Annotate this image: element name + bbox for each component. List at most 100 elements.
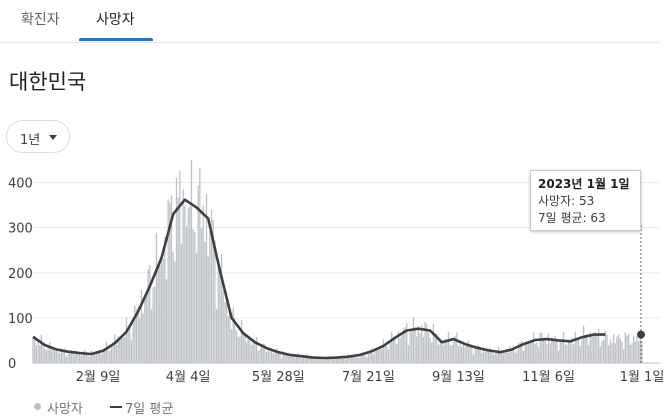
death-bar — [414, 327, 416, 363]
death-bar — [607, 345, 610, 363]
death-bar — [35, 345, 37, 363]
death-bar — [457, 346, 460, 363]
death-bar — [187, 208, 189, 363]
death-bar — [185, 226, 188, 363]
death-bar — [64, 348, 66, 363]
death-bar — [396, 343, 398, 363]
death-bar — [284, 352, 286, 363]
death-bar — [442, 345, 445, 363]
death-bar — [97, 351, 99, 363]
death-bar — [344, 357, 346, 363]
death-bar — [549, 343, 551, 363]
death-bar — [449, 344, 451, 363]
y-tick-label: 200 — [8, 267, 33, 282]
death-bar — [377, 349, 380, 363]
death-bar — [391, 332, 393, 363]
death-bar — [154, 286, 156, 363]
y-tick-label: 0 — [8, 357, 16, 372]
death-bar — [262, 343, 264, 363]
death-bar — [436, 333, 438, 363]
tab-deaths[interactable]: 사망자 — [96, 12, 135, 28]
death-bar — [219, 268, 221, 363]
death-bar — [174, 261, 176, 363]
death-bar — [250, 345, 253, 363]
death-bar — [539, 332, 541, 363]
death-bar — [514, 352, 516, 363]
death-bar — [612, 334, 615, 363]
death-bar — [224, 302, 226, 363]
death-bar — [367, 351, 370, 363]
death-bar — [512, 345, 515, 363]
death-bar — [194, 232, 196, 363]
legend-bar-marker — [34, 403, 41, 410]
death-bar — [519, 342, 521, 363]
death-bar — [107, 348, 109, 363]
death-bar — [409, 331, 411, 363]
death-bar — [342, 358, 344, 363]
death-bar — [84, 350, 86, 363]
death-bar — [320, 357, 323, 363]
death-bar — [40, 334, 42, 363]
death-bar — [604, 330, 606, 363]
death-bar — [487, 352, 490, 363]
death-bar — [205, 193, 208, 363]
death-bar — [521, 340, 523, 363]
death-bar — [115, 344, 118, 363]
death-bar — [622, 348, 625, 363]
death-bar — [265, 352, 268, 363]
death-bar — [557, 350, 560, 363]
death-bar — [140, 289, 143, 363]
death-bar — [209, 230, 211, 363]
death-bar — [90, 350, 93, 363]
death-bar — [614, 343, 616, 363]
death-bar — [469, 345, 471, 363]
death-bar — [467, 340, 470, 363]
death-bar — [180, 243, 183, 363]
death-bar — [477, 345, 480, 363]
death-bar — [529, 342, 531, 363]
death-bar — [576, 338, 578, 363]
death-bar — [501, 352, 503, 363]
death-bar — [130, 340, 133, 363]
death-bar — [547, 333, 550, 363]
death-bar — [260, 346, 263, 363]
death-bar — [235, 330, 238, 363]
tab-cases[interactable]: 확진자 — [21, 12, 60, 28]
death-bar — [114, 334, 116, 363]
death-bar — [215, 309, 218, 363]
death-bar — [234, 318, 236, 363]
x-tick-label: 5월 28일 — [252, 370, 305, 385]
death-bar — [582, 325, 585, 363]
death-bar — [522, 350, 525, 363]
period-dropdown[interactable]: 1년 — [6, 120, 70, 153]
death-bar — [484, 352, 486, 363]
death-bar — [446, 340, 448, 363]
death-bar — [54, 351, 56, 363]
death-bar — [167, 199, 169, 363]
death-bar — [524, 342, 526, 363]
death-bar — [254, 340, 256, 363]
deaths-chart[interactable]: 0 100 200 300 400 2월 9일 4월 4일 5월 28일 7월 21일 9월 13… — [0, 160, 671, 390]
death-bar — [531, 340, 533, 363]
death-bar — [182, 188, 184, 363]
death-bar — [381, 349, 383, 363]
death-bar — [264, 344, 266, 363]
y-tick-label: 100 — [8, 312, 33, 327]
death-bar — [491, 349, 493, 363]
death-bar — [349, 355, 351, 363]
death-bar — [134, 305, 136, 363]
death-bar — [237, 337, 239, 363]
death-bar — [94, 351, 96, 363]
death-bar — [60, 348, 63, 363]
death-bar — [472, 354, 475, 363]
death-bar — [476, 345, 478, 363]
death-bar — [466, 345, 468, 363]
death-bar — [346, 358, 348, 363]
death-bar — [69, 352, 71, 363]
chevron-down-icon — [49, 135, 57, 140]
death-bar — [220, 254, 223, 363]
average-line — [32, 198, 606, 360]
x-tick-label: 2월 9일 — [76, 370, 121, 385]
death-bar — [636, 336, 638, 363]
death-bar — [452, 341, 455, 363]
